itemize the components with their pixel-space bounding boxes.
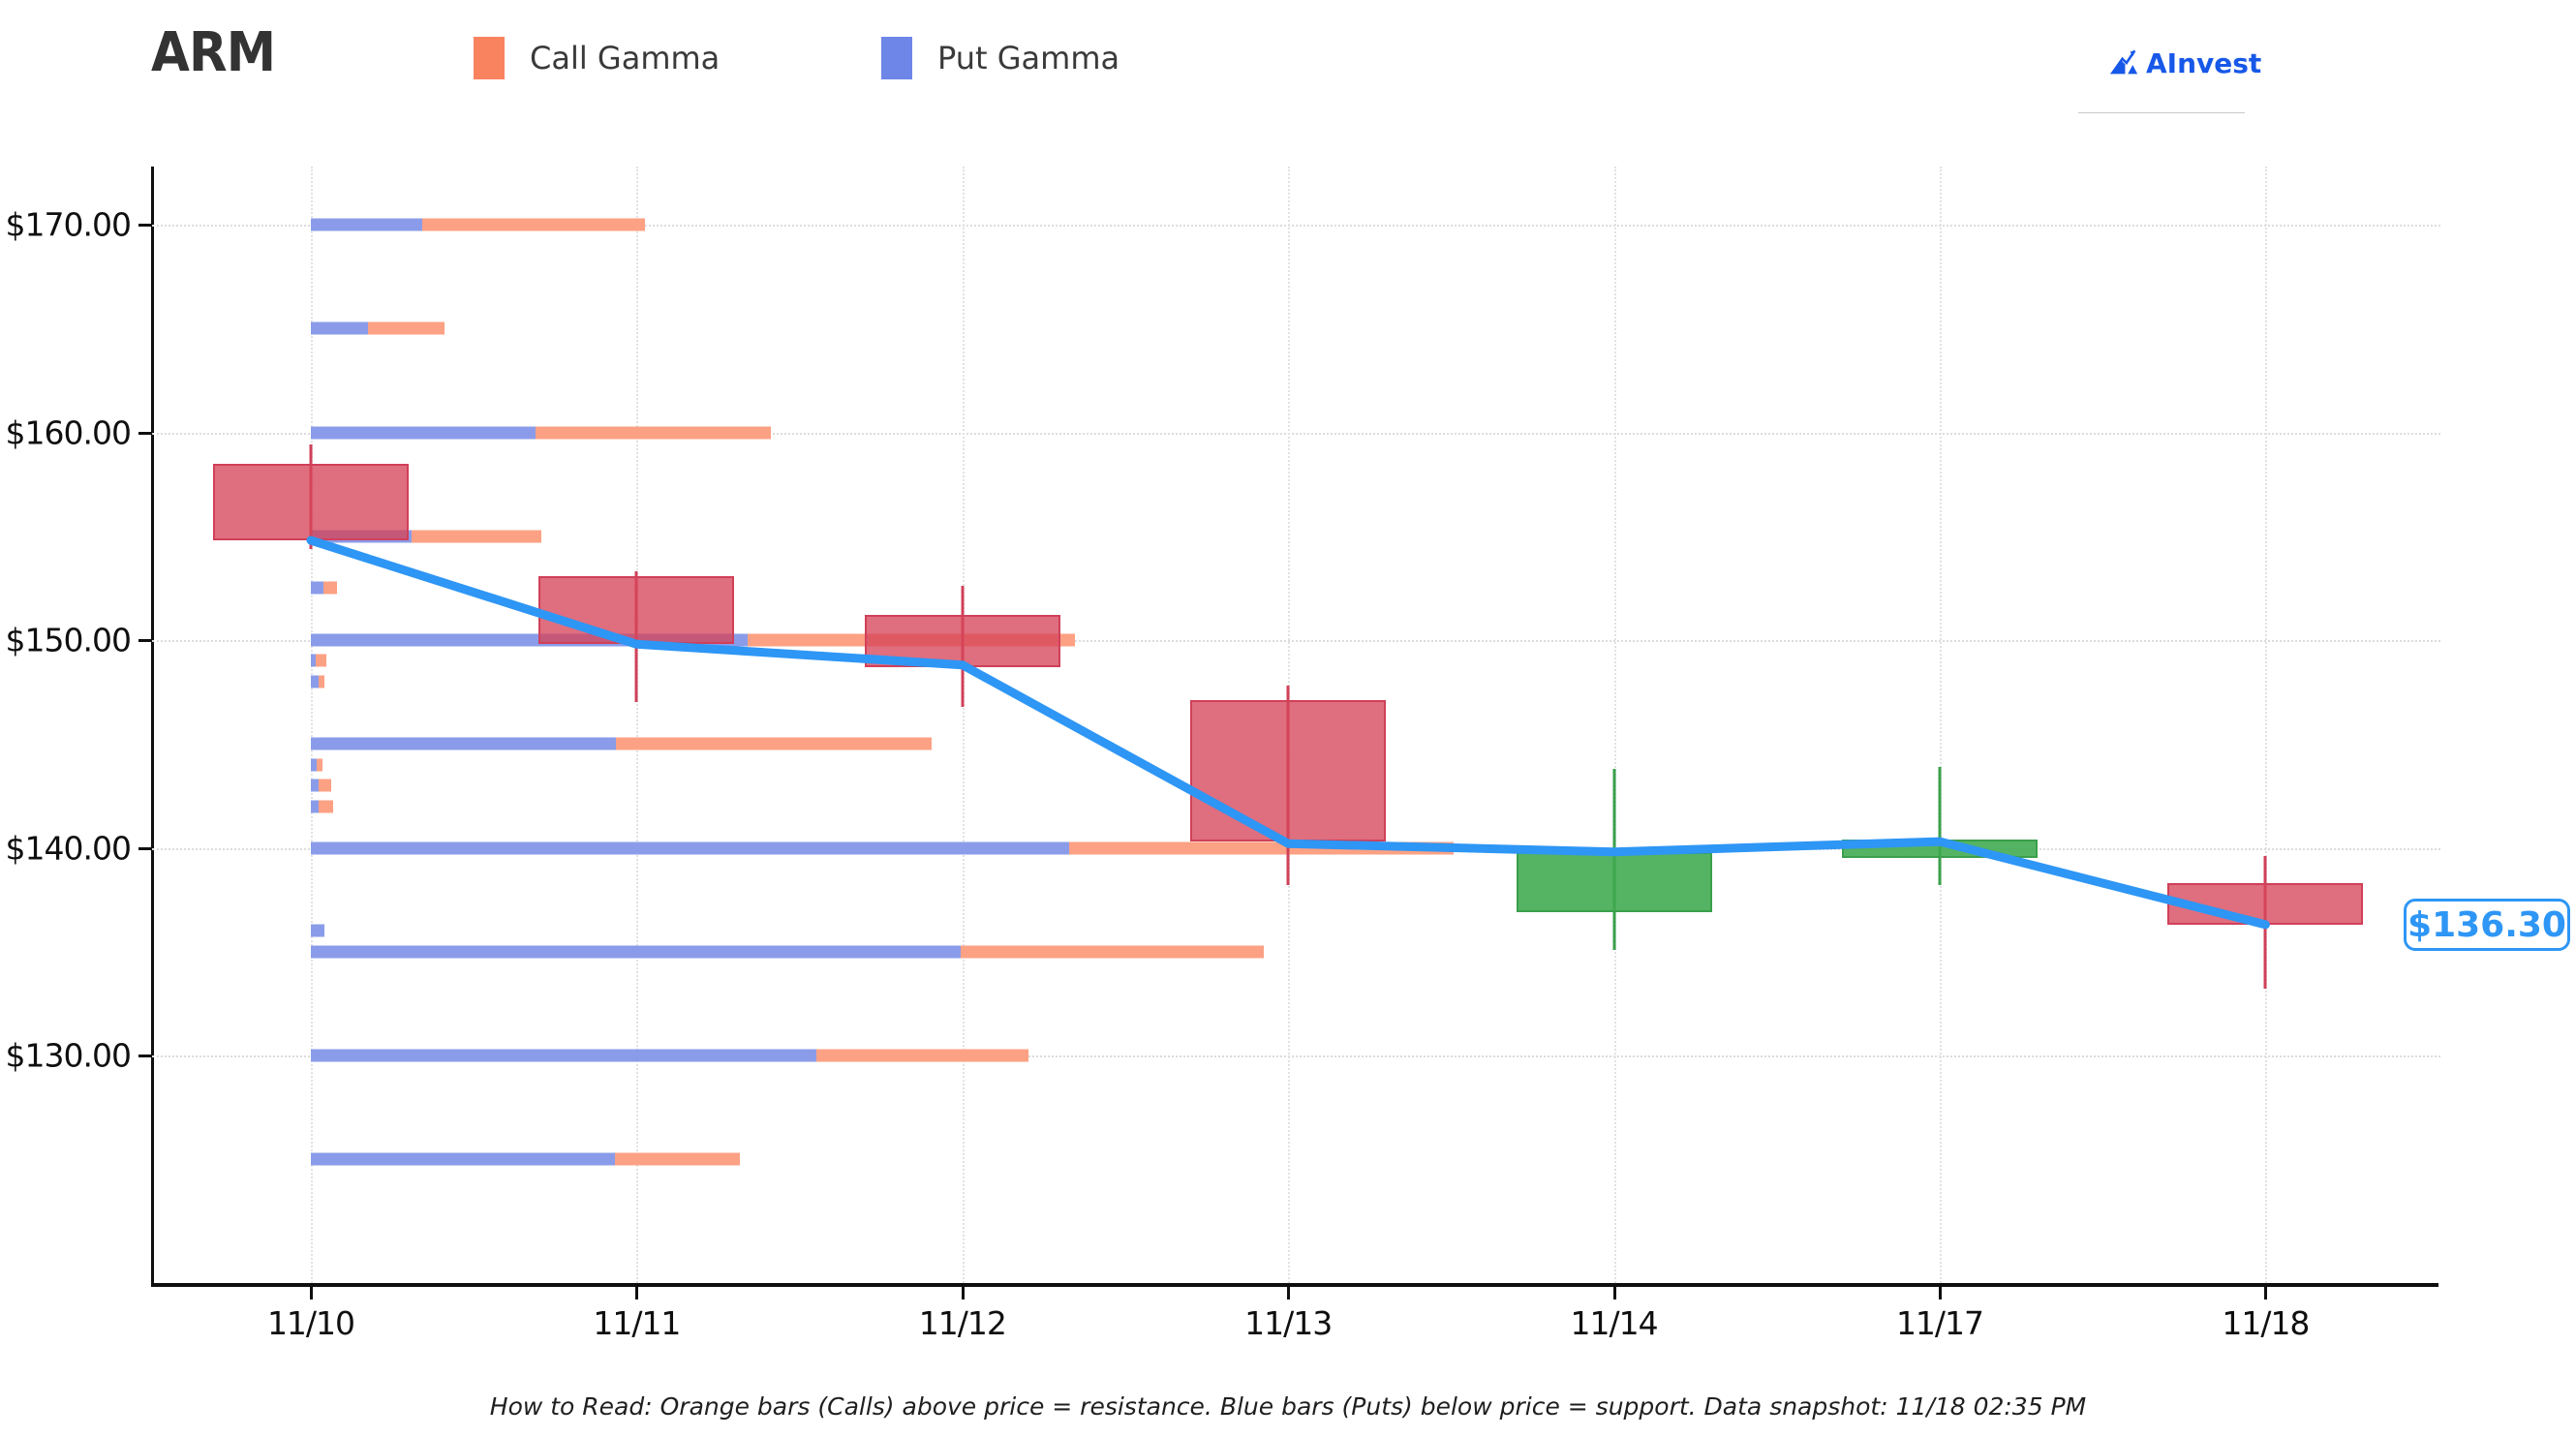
ainvest-logo-icon bbox=[2109, 49, 2138, 75]
y-axis-line bbox=[151, 167, 154, 1283]
gridline-horizontal bbox=[152, 1055, 2440, 1057]
candle-wick bbox=[1938, 766, 1942, 886]
y-axis-tick bbox=[138, 639, 152, 642]
page-title: ARM bbox=[151, 21, 276, 84]
put-gamma-bar bbox=[311, 218, 422, 231]
y-axis-tick bbox=[138, 846, 152, 850]
put-gamma-bar bbox=[311, 1049, 816, 1062]
y-axis-tick bbox=[138, 1055, 152, 1057]
put-gamma-bar bbox=[311, 1152, 615, 1166]
gridline-vertical bbox=[636, 167, 639, 1283]
put-gamma-bar bbox=[311, 675, 319, 688]
call-gamma-bar bbox=[319, 800, 333, 813]
x-tick-label: 11/14 bbox=[1570, 1304, 1659, 1342]
y-axis-tick bbox=[138, 224, 152, 227]
y-tick-label: $160.00 bbox=[5, 413, 132, 451]
x-axis-tick bbox=[635, 1286, 639, 1299]
gridline-horizontal bbox=[152, 225, 2440, 227]
call-gamma-bar bbox=[323, 581, 337, 595]
put-gamma-bar bbox=[311, 737, 616, 750]
legend-label-call-gamma: Call Gamma bbox=[530, 40, 721, 76]
call-gamma-bar bbox=[422, 218, 645, 231]
x-axis-tick bbox=[310, 1286, 313, 1299]
y-axis-tick bbox=[138, 431, 152, 435]
call-gamma-bar bbox=[316, 654, 326, 667]
x-axis-tick bbox=[2264, 1286, 2268, 1299]
ainvest-logo-text: AInvest bbox=[2146, 46, 2262, 79]
x-tick-label: 11/17 bbox=[1895, 1304, 1984, 1342]
how-to-read-caption: How to Read: Orange bars (Calls) above p… bbox=[489, 1392, 2087, 1421]
candle-bearish bbox=[2167, 882, 2364, 925]
call-gamma-bar bbox=[412, 530, 541, 543]
call-gamma-bar bbox=[319, 779, 331, 792]
call-gamma-bar bbox=[319, 675, 324, 688]
x-axis-tick bbox=[1612, 1286, 1616, 1299]
legend-item-put-gamma: Put Gamma bbox=[881, 37, 1119, 79]
call-gamma-bar bbox=[615, 1152, 740, 1166]
legend-label-put-gamma: Put Gamma bbox=[937, 40, 1120, 76]
gridline-vertical bbox=[2265, 167, 2268, 1283]
candle-bearish bbox=[538, 575, 735, 645]
call-gamma-bar bbox=[616, 737, 932, 750]
put-gamma-bar bbox=[311, 321, 368, 335]
y-tick-label: $130.00 bbox=[5, 1036, 132, 1075]
put-gamma-bar bbox=[311, 581, 323, 595]
gridline-horizontal bbox=[152, 432, 2440, 435]
x-tick-label: 11/12 bbox=[918, 1304, 1007, 1342]
y-tick-label: $170.00 bbox=[5, 205, 132, 244]
call-gamma-bar bbox=[317, 758, 322, 772]
last-price-label: $136.30 bbox=[2404, 899, 2570, 951]
call-gamma-bar bbox=[368, 321, 445, 335]
put-gamma-bar bbox=[311, 779, 319, 792]
put-gamma-swatch-icon bbox=[881, 37, 912, 79]
candle-bullish bbox=[1516, 851, 1712, 912]
y-tick-label: $140.00 bbox=[5, 829, 132, 867]
candle-bearish bbox=[213, 463, 409, 541]
gridline-vertical bbox=[1940, 167, 1942, 1283]
x-tick-label: 11/11 bbox=[593, 1304, 681, 1342]
x-axis-line bbox=[151, 1283, 2438, 1287]
x-axis-tick bbox=[1939, 1286, 1942, 1299]
call-gamma-swatch-icon bbox=[474, 37, 505, 79]
put-gamma-bar bbox=[311, 945, 961, 959]
put-gamma-bar bbox=[311, 924, 324, 937]
y-tick-label: $150.00 bbox=[5, 621, 132, 659]
x-tick-label: 11/13 bbox=[1244, 1304, 1333, 1342]
x-tick-label: 11/10 bbox=[266, 1304, 355, 1342]
put-gamma-bar bbox=[311, 426, 536, 439]
ainvest-logo: AInvest bbox=[2107, 46, 2261, 79]
x-axis-tick bbox=[961, 1286, 965, 1299]
call-gamma-bar bbox=[961, 945, 1264, 959]
call-gamma-bar bbox=[1069, 841, 1454, 854]
put-gamma-bar bbox=[311, 800, 319, 813]
call-gamma-bar bbox=[816, 1049, 1028, 1062]
gridline-vertical bbox=[962, 167, 965, 1283]
logo-divider bbox=[2078, 112, 2245, 113]
legend-item-call-gamma: Call Gamma bbox=[474, 37, 720, 79]
candle-bearish bbox=[1190, 700, 1387, 842]
x-tick-label: 11/18 bbox=[2222, 1304, 2310, 1342]
x-axis-tick bbox=[1287, 1286, 1291, 1299]
candle-bullish bbox=[1842, 839, 2038, 859]
candle-bearish bbox=[864, 615, 1060, 667]
put-gamma-bar bbox=[311, 841, 1069, 854]
call-gamma-bar bbox=[536, 426, 771, 439]
gridline-vertical bbox=[1613, 167, 1616, 1283]
